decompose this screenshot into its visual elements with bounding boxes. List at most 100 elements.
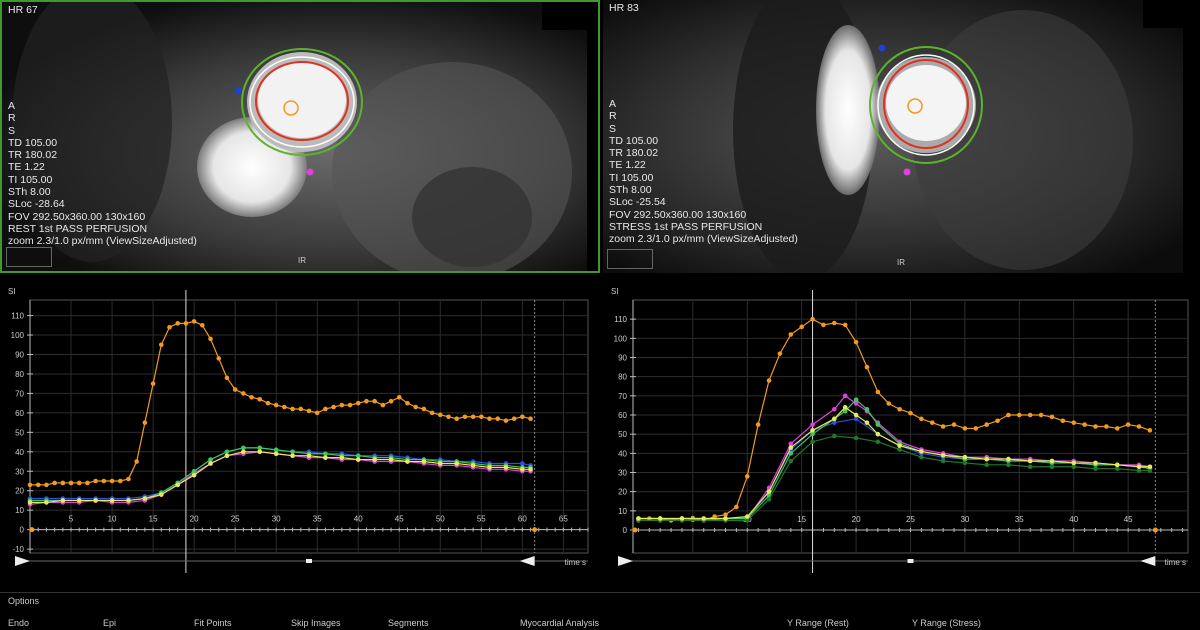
- data-point: [109, 478, 115, 484]
- endo-button[interactable]: Endo: [8, 618, 30, 628]
- blood-pool-roi: [283, 100, 299, 116]
- data-point: [919, 449, 924, 454]
- data-point: [191, 472, 197, 478]
- y-range-rest-button[interactable]: Y Range (Rest): [787, 618, 849, 628]
- data-point: [347, 402, 353, 408]
- data-point: [875, 422, 881, 427]
- heart-rate-label: HR 83: [609, 2, 639, 14]
- data-point: [208, 461, 213, 466]
- rest-perfusion-chart[interactable]: -10 0 10 20 30 40 50 60 70 80 90 100 110 5 10 15 20 25 30 3…: [0, 278, 600, 590]
- data-point: [273, 447, 279, 453]
- segments-button[interactable]: Segments: [388, 618, 429, 628]
- x-tick-label: 40: [354, 515, 363, 524]
- data-point: [810, 431, 815, 437]
- data-point: [142, 496, 148, 501]
- plot-area: [29, 299, 589, 554]
- data-point: [372, 398, 377, 404]
- y-tick-label: 60: [618, 411, 627, 420]
- endo-contour: [883, 59, 969, 149]
- myocardial-analysis-button[interactable]: Myocardial Analysis: [520, 618, 600, 628]
- rest-perfusion-plot[interactable]: -10 0 10 20 30 40 50 60 70 80 90 100 110 5 10 15 20 25 30 3…: [0, 278, 600, 590]
- x-tick-label: 45: [395, 515, 404, 524]
- data-point: [766, 497, 772, 502]
- y-tick-label: 30: [15, 467, 24, 476]
- data-point: [437, 461, 443, 466]
- epi-button[interactable]: Epi: [103, 618, 117, 628]
- options-bar: Options Endo Epi Fit Points Skip Images …: [0, 590, 1200, 630]
- y-tick-label: 40: [618, 449, 627, 458]
- data-point: [520, 467, 525, 472]
- x-tick-label: 55: [477, 515, 486, 524]
- data-point: [323, 455, 328, 460]
- stress-perfusion-plot[interactable]: 0102030405060708090100110510152025303540…: [603, 278, 1200, 590]
- rest-mri-image: [2, 2, 598, 271]
- data-point: [864, 420, 870, 425]
- data-point: [257, 396, 263, 402]
- y-tick-label: 70: [15, 389, 24, 398]
- epi-contour: [241, 48, 363, 156]
- data-point: [864, 364, 870, 370]
- data-point: [929, 420, 935, 425]
- data-point: [216, 356, 222, 361]
- data-point: [503, 418, 509, 423]
- data-point: [832, 406, 837, 412]
- data-point: [940, 458, 946, 464]
- x-tick-label: 50: [436, 515, 445, 524]
- stress-image-viewer[interactable]: HR 83 A R S TD 105.00 TR 180.02 TE 1.22 …: [603, 0, 1200, 273]
- options-label: Options: [8, 596, 40, 606]
- inferior-insertion-point: [903, 168, 911, 176]
- data-point: [853, 416, 859, 422]
- fit-points-button[interactable]: Fit Points: [194, 618, 232, 628]
- data-point: [528, 416, 533, 422]
- data-point: [27, 500, 33, 505]
- data-point: [897, 443, 902, 448]
- series-line: [30, 451, 531, 503]
- thumbnail-box[interactable]: [607, 249, 653, 269]
- data-point: [1049, 464, 1055, 470]
- data-point: [257, 449, 263, 455]
- data-point: [1027, 464, 1033, 470]
- data-point: [864, 406, 870, 412]
- data-point: [766, 378, 772, 383]
- data-point: [44, 500, 49, 505]
- x-axis-label: time s: [1165, 558, 1186, 567]
- data-point: [788, 441, 794, 447]
- data-point: [241, 391, 246, 396]
- data-point: [1125, 422, 1131, 427]
- data-point: [973, 426, 979, 431]
- data-point: [908, 410, 913, 416]
- data-point: [241, 445, 246, 451]
- data-point: [723, 516, 728, 521]
- data-point: [331, 404, 336, 410]
- data-point: [60, 498, 66, 503]
- data-point: [897, 406, 902, 412]
- x-tick-label: 30: [272, 515, 281, 524]
- data-point: [1071, 460, 1077, 466]
- data-point: [76, 480, 82, 486]
- data-point: [27, 482, 33, 488]
- data-point: [241, 449, 246, 455]
- stress-perfusion-chart[interactable]: 0102030405060708090100110510152025303540…: [603, 278, 1200, 590]
- data-point: [306, 408, 312, 414]
- data-point: [224, 449, 230, 455]
- skip-images-button[interactable]: Skip Images: [291, 618, 341, 628]
- data-point: [282, 404, 287, 410]
- thumbnail-box[interactable]: [6, 247, 52, 267]
- data-point: [487, 416, 492, 422]
- data-point: [984, 422, 989, 427]
- data-point: [755, 422, 761, 427]
- y-tick-label: 50: [618, 430, 627, 439]
- data-point: [454, 461, 460, 466]
- data-point: [487, 465, 492, 470]
- data-point: [984, 456, 989, 462]
- data-point: [298, 406, 304, 412]
- dicom-overlay-text: A R S TD 105.00 TR 180.02 TE 1.22 TI 105…: [8, 100, 197, 248]
- data-point: [1104, 424, 1109, 429]
- x-tick-label: 30: [960, 515, 969, 524]
- rest-image-viewer[interactable]: HR 67 A R S TD 105.00 TR 180.02 TE 1.22 …: [0, 0, 600, 273]
- y-range-stress-button[interactable]: Y Range (Stress): [912, 618, 981, 628]
- data-point: [832, 433, 837, 439]
- x-tick-label: 65: [559, 515, 568, 524]
- data-point: [853, 401, 859, 406]
- data-point: [388, 457, 394, 462]
